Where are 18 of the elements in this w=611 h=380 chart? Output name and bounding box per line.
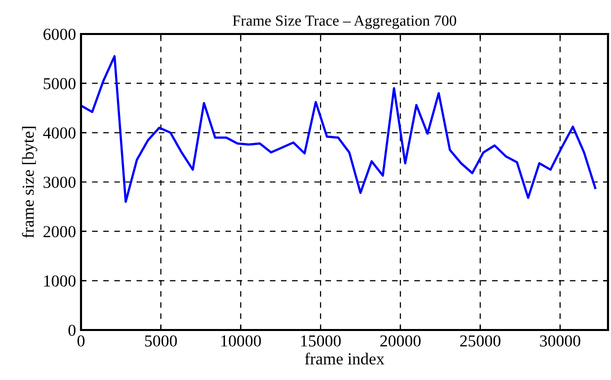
x-tick-label: 25000: [460, 335, 500, 347]
y-axis-title: frame size [byte]: [22, 126, 38, 238]
y-tick-label: 2000: [44, 226, 76, 238]
x-tick-label: 0: [77, 335, 85, 347]
x-axis-title: frame index: [304, 352, 384, 364]
x-tick-label: 15000: [301, 335, 341, 347]
line-series: [81, 55, 596, 203]
y-tick-label: 5000: [44, 78, 76, 90]
x-tick-label: 5000: [145, 335, 177, 347]
y-tick-label: 6000: [44, 28, 76, 40]
y-tick-label: 4000: [43, 127, 76, 139]
y-tick-label: 1000: [44, 275, 76, 287]
chart-title: Frame Size Trace – Aggregation 700: [232, 16, 456, 29]
x-tick-label: 30000: [540, 335, 580, 347]
y-tick-label: 0: [68, 324, 76, 336]
y-tick-label: 3000: [44, 176, 76, 188]
x-tick-label: 10000: [221, 335, 261, 347]
x-tick-label: 20000: [380, 335, 421, 347]
